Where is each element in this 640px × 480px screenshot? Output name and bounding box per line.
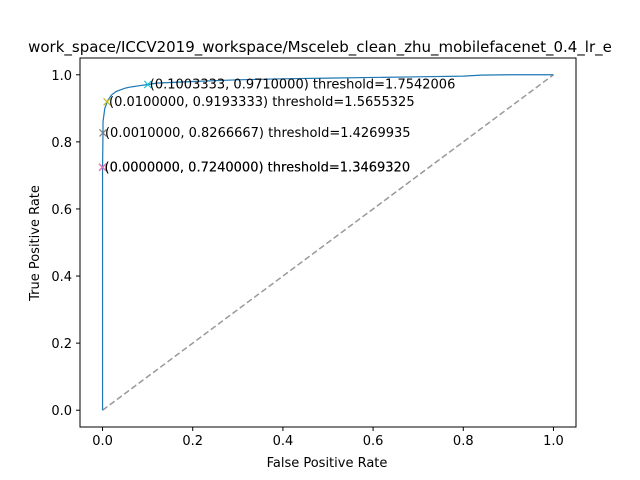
point-marker bbox=[143, 80, 152, 89]
y-tick-label: 0.6 bbox=[51, 203, 72, 218]
chart-title: work_space/ICCV2019_workspace/Msceleb_cl… bbox=[28, 38, 612, 57]
point-annotation: (0.0100000, 0.9193333) threshold=1.56553… bbox=[109, 95, 415, 110]
marker-stroke bbox=[99, 128, 107, 137]
x-tick-label: 0.0 bbox=[92, 434, 113, 449]
point-annotation: (0.0000000, 0.7240000) threshold=1.34693… bbox=[105, 160, 411, 175]
y-tick-label: 0.2 bbox=[51, 337, 72, 352]
point-marker bbox=[103, 97, 111, 106]
axes-frame bbox=[79, 57, 577, 428]
plot-area: (0.0000000, 0.7240000) threshold=1.34693… bbox=[98, 74, 554, 411]
y-tick-label: 0.8 bbox=[51, 136, 72, 151]
point-marker bbox=[99, 128, 107, 137]
y-tick-label: 0.0 bbox=[51, 404, 72, 419]
x-axis-label: False Positive Rate bbox=[267, 456, 388, 471]
point-annotation: (0.0000000, 0.7240000) threshold=1.34693… bbox=[105, 160, 411, 175]
point-annotation: (0.1003333, 0.9710000) threshold=1.75420… bbox=[150, 78, 456, 93]
x-tick-label: 0.8 bbox=[453, 434, 474, 449]
x-tick-label: 0.4 bbox=[273, 434, 294, 449]
x-tick-label: 0.2 bbox=[182, 434, 203, 449]
x-tick-label: 1.0 bbox=[543, 434, 564, 449]
point-annotation: (0.0010000, 0.8266667) threshold=1.42699… bbox=[105, 126, 411, 141]
y-axis-label: True Positive Rate bbox=[28, 185, 43, 302]
marker-stroke bbox=[143, 80, 152, 89]
marker-stroke bbox=[98, 163, 107, 172]
marker-stroke bbox=[103, 97, 111, 106]
axes: 0.0 0.2 0.4 0.6 0.8 1.0 0.0 0.2 0.4 0.6 0.8 1.0 bbox=[51, 57, 577, 449]
y-tick-label: 1.0 bbox=[51, 69, 72, 84]
x-tick-label: 0.6 bbox=[363, 434, 384, 449]
roc-curve bbox=[101, 74, 554, 411]
point-marker bbox=[98, 163, 107, 172]
diagonal-line bbox=[102, 74, 554, 411]
y-tick-label: 0.4 bbox=[51, 270, 72, 285]
